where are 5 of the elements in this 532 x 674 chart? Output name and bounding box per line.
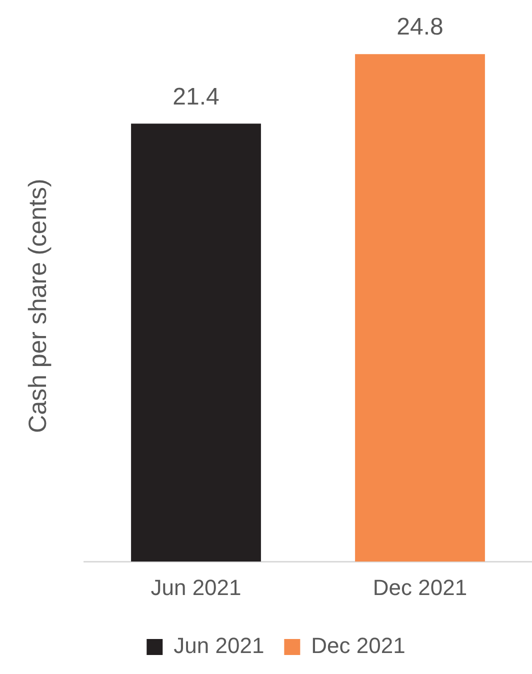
legend-label: Dec 2021: [311, 633, 406, 658]
data-label: 24.8: [396, 14, 444, 41]
data-label: 21.4: [172, 83, 220, 110]
y-axis-title: Cash per share (cents): [24, 178, 52, 433]
legend-label: Jun 2021: [174, 633, 264, 658]
